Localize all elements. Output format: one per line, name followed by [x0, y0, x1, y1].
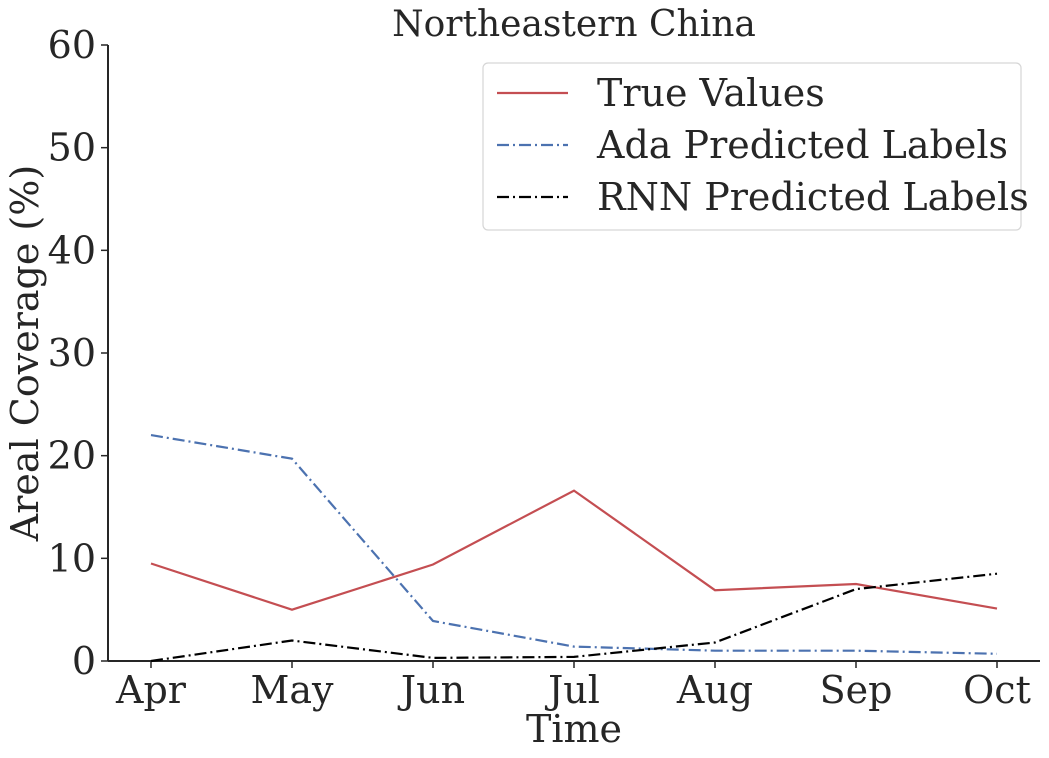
y-tick-label: 50: [48, 126, 96, 170]
x-tick-label: Oct: [963, 668, 1031, 712]
y-tick-label: 20: [48, 434, 96, 478]
y-tick-label: 40: [48, 228, 96, 272]
y-axis-label: Areal Coverage (%): [3, 165, 47, 542]
y-axis-ticks: 0 10 20 30 40 50 60: [48, 23, 108, 683]
legend-label-3: RNN Predicted Labels: [597, 175, 1029, 219]
x-axis-label: Time: [526, 707, 622, 751]
legend-box: [482, 62, 1022, 231]
y-tick-label: 0: [72, 639, 96, 683]
legend-label-1: True Values: [597, 71, 825, 115]
x-tick-label: Jul: [544, 668, 600, 712]
series-line-1: [150, 489, 998, 611]
legend: True Values Ada Predicted Labels RNN Predi…: [482, 62, 1029, 231]
y-tick-label: 60: [48, 23, 96, 67]
series-line-3: [150, 572, 998, 663]
chart-title: Northeastern China: [392, 4, 756, 45]
series-lines: [150, 434, 998, 663]
x-tick-label: Jun: [397, 668, 465, 712]
x-tick-label: Aug: [676, 668, 753, 712]
y-tick-label: 10: [48, 536, 96, 580]
y-tick-label: 30: [48, 331, 96, 375]
x-axis-ticks: Apr May Jun Jul Aug Sep Oct: [115, 661, 1031, 712]
legend-label-2: Ada Predicted Labels: [596, 123, 1008, 167]
x-tick-label: Sep: [820, 668, 893, 712]
x-tick-label: Apr: [115, 668, 187, 712]
x-tick-label: May: [250, 668, 334, 712]
series-line-2: [150, 434, 998, 655]
